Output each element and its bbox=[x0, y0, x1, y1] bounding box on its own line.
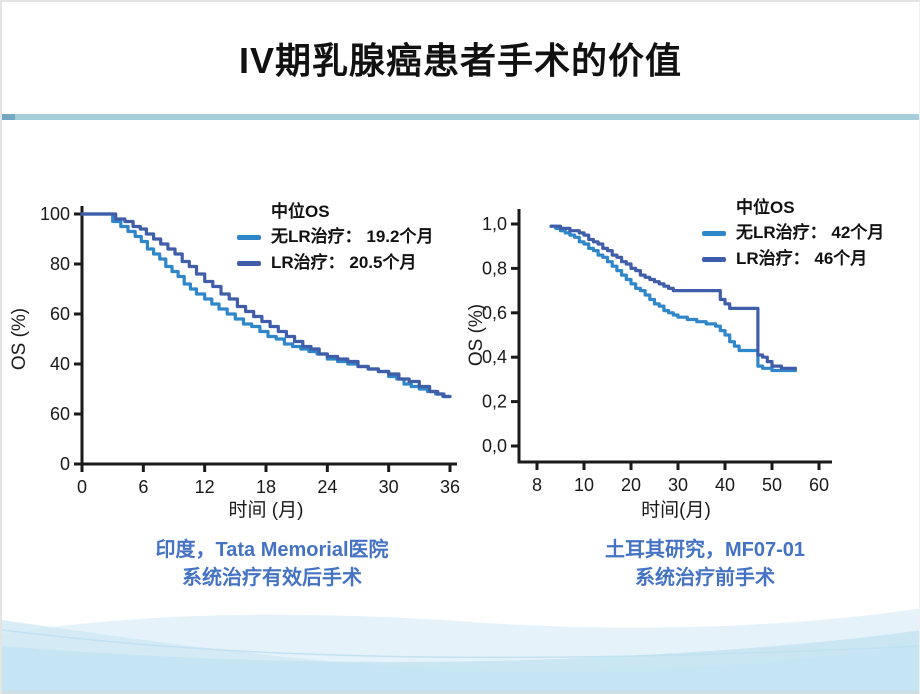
legend-item: LR治疗： 46个月 bbox=[702, 246, 884, 272]
legend-header: 中位OS bbox=[736, 198, 795, 217]
legend-label: LR治疗： 46个月 bbox=[736, 249, 868, 268]
x-axis-tick-label: 30 bbox=[379, 477, 399, 497]
y-axis-label: OS (%) bbox=[466, 304, 487, 366]
y-axis-tick-label: 0,0 bbox=[482, 436, 507, 456]
line-swatch-lr-icon bbox=[237, 260, 261, 266]
slide-title: IV期乳腺癌患者手术的价值 bbox=[238, 40, 682, 81]
y-axis-tick-label: 40 bbox=[50, 354, 70, 374]
left-chart-legend: 中位OS 无LR治疗： 19.2个月 LR治疗： 20.5个月 bbox=[237, 200, 433, 276]
y-axis-tick-label: 100 bbox=[40, 204, 70, 224]
x-axis-tick-label: 60 bbox=[809, 475, 829, 495]
caption-line-2: 系统治疗前手术 bbox=[635, 567, 775, 589]
legend-label: LR治疗： 20.5个月 bbox=[271, 253, 417, 272]
y-axis-tick-label: 0,6 bbox=[482, 303, 507, 323]
x-axis-tick-label: 0 bbox=[77, 477, 87, 497]
right-chart-caption: 土耳其研究，MF07-01 系统治疗前手术 bbox=[525, 536, 885, 592]
x-axis-tick-label: 20 bbox=[621, 475, 641, 495]
x-axis-tick-label: 12 bbox=[195, 477, 215, 497]
x-axis-label: 时间(月) bbox=[641, 499, 711, 521]
x-axis-tick-label: 6 bbox=[138, 477, 148, 497]
legend-item: LR治疗： 20.5个月 bbox=[237, 250, 433, 276]
bottom-strip bbox=[2, 690, 919, 694]
right-km-chart-area: 8 10 20 30 40 50 60 1,0 0,8 0,6 0,4 0,2 0,0 时间(月) OS (… bbox=[460, 184, 919, 529]
x-axis-tick-label: 50 bbox=[762, 475, 782, 495]
y-axis-tick-label: 0,8 bbox=[482, 258, 507, 278]
legend-header: 中位OS bbox=[271, 202, 330, 221]
line-swatch-no-lr-icon bbox=[237, 234, 261, 240]
legend-label: 无LR治疗： 42个月 bbox=[736, 223, 885, 242]
x-axis-tick-label: 36 bbox=[440, 477, 460, 497]
y-axis-label: OS (%) bbox=[9, 308, 30, 370]
legend-label: 无LR治疗： 19.2个月 bbox=[271, 227, 434, 246]
y-axis-tick-label: 60 bbox=[50, 404, 70, 424]
x-axis-tick-label: 30 bbox=[668, 475, 688, 495]
y-axis-tick-label: 1,0 bbox=[482, 214, 507, 234]
right-chart-legend: 中位OS 无LR治疗： 42个月 LR治疗： 46个月 bbox=[702, 196, 884, 272]
axis-line bbox=[517, 209, 832, 464]
km-curve-lr bbox=[80, 212, 452, 399]
wave-line bbox=[2, 629, 919, 659]
left-km-chart-svg: 0 6 12 18 24 30 36 100 80 60 40 60 0 时间 (月) OS (%) bbox=[9, 204, 460, 521]
y-axis-tick-label: 80 bbox=[50, 254, 70, 274]
x-axis-tick-label: 40 bbox=[715, 475, 735, 495]
y-axis-tick-label: 0,2 bbox=[482, 392, 507, 412]
left-chart-caption: 印度，Tata Memorial医院 系统治疗有效后手术 bbox=[72, 536, 472, 592]
line-swatch-no-lr-icon bbox=[702, 230, 726, 236]
caption-line-2: 系统治疗有效后手术 bbox=[182, 567, 362, 589]
bottom-wave-decoration bbox=[2, 608, 919, 694]
title-divider-cap bbox=[2, 114, 15, 120]
km-curve-no-lr bbox=[80, 212, 452, 399]
x-axis-label: 时间 (月) bbox=[229, 499, 304, 521]
right-km-chart-svg: 8 10 20 30 40 50 60 1,0 0,8 0,6 0,4 0,2 0,0 时间(月) OS (… bbox=[466, 209, 832, 521]
caption-line-1: 土耳其研究，MF07-01 bbox=[604, 539, 806, 561]
x-axis-tick-label: 10 bbox=[574, 475, 594, 495]
title-divider-line bbox=[2, 114, 919, 120]
y-axis-tick-label: 0 bbox=[60, 454, 70, 474]
x-axis-tick-label: 18 bbox=[256, 477, 276, 497]
left-km-chart-area: 0 6 12 18 24 30 36 100 80 60 40 60 0 时间 (月) OS (%) 中位O… bbox=[5, 184, 460, 529]
line-swatch-lr-icon bbox=[702, 256, 726, 262]
wave-shape bbox=[2, 630, 919, 694]
legend-item: 无LR治疗： 42个月 bbox=[702, 220, 884, 246]
x-axis-tick-label: 8 bbox=[532, 475, 542, 495]
km-curve-no-lr bbox=[549, 224, 798, 373]
legend-item: 无LR治疗： 19.2个月 bbox=[237, 224, 433, 250]
y-axis-tick-label: 0,4 bbox=[482, 347, 507, 367]
caption-line-1: 印度，Tata Memorial医院 bbox=[155, 539, 389, 561]
x-axis-tick-label: 24 bbox=[317, 477, 337, 497]
y-axis-tick-label: 60 bbox=[50, 304, 70, 324]
km-curve-lr bbox=[549, 224, 798, 370]
